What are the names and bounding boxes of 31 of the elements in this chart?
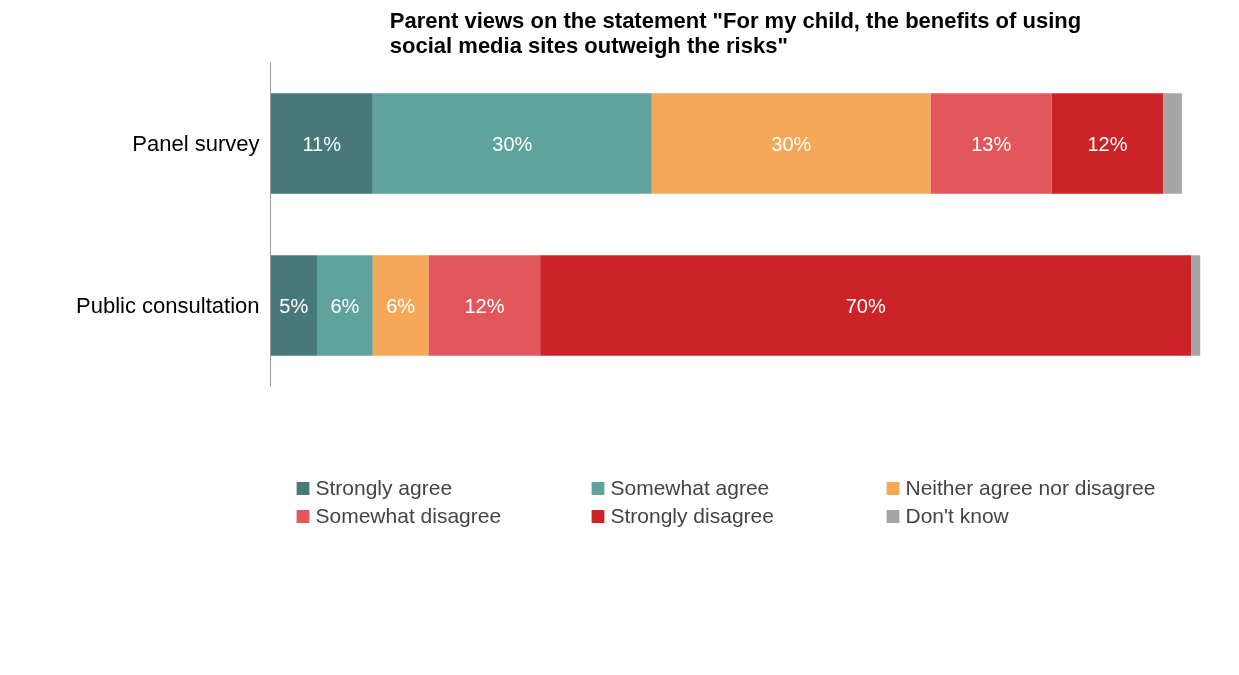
bar (930, 93, 1052, 194)
data-label: 12% (464, 294, 505, 317)
legend-label: Strongly disagree (610, 504, 775, 528)
chart-title: Parent views on the statement "For my child, the benefits of using social media sites outweigh the risks" (389, 7, 1082, 58)
bar (317, 255, 373, 356)
legend-label: Somewhat agree (610, 476, 771, 500)
bar (1191, 255, 1201, 356)
data-label: 5% (279, 294, 309, 317)
data-label: 70% (845, 294, 886, 317)
bar (372, 255, 429, 356)
bar (270, 93, 373, 194)
bar (372, 93, 652, 194)
data-label: 12% (1087, 132, 1128, 155)
y-tick-label: Public consultation (76, 293, 260, 319)
data-label: 30% (492, 132, 533, 155)
legend-label: Strongly agree (315, 476, 454, 500)
bar (540, 255, 1192, 356)
data-label: 13% (971, 132, 1012, 155)
bar (1051, 93, 1164, 194)
bar (651, 93, 931, 194)
y-tick-label: Panel survey (132, 131, 260, 157)
bar (1163, 93, 1182, 194)
legend-label: Don't know (905, 504, 1010, 528)
data-label: 6% (330, 294, 360, 317)
data-label: 30% (771, 132, 812, 155)
legend-label: Neither agree nor disagree (905, 476, 1157, 500)
legend-label: Somewhat disagree (315, 504, 503, 528)
data-label: 6% (386, 294, 416, 317)
bar (270, 255, 317, 356)
data-label: 11% (302, 132, 342, 155)
bar (428, 255, 541, 356)
